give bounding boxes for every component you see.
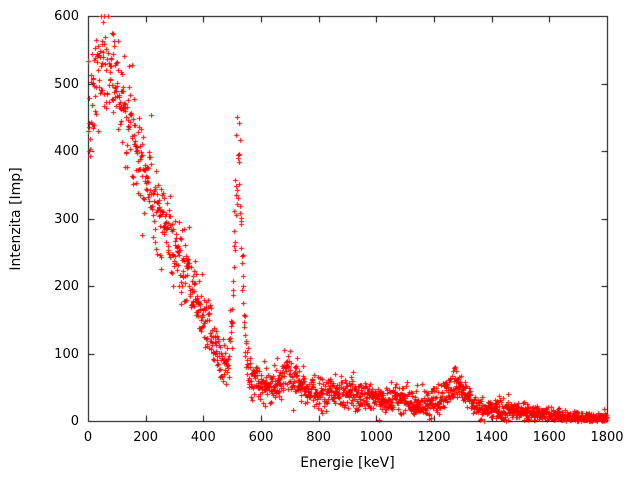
x-tick-label: 1400 [475, 430, 509, 445]
x-tick-label: 800 [306, 430, 332, 445]
y-tick-label: 100 [54, 346, 79, 362]
x-tick-label: 200 [133, 430, 159, 445]
y-tick-label: 400 [54, 144, 79, 159]
y-tick-label: 500 [54, 76, 79, 92]
y-tick-label: 600 [54, 9, 79, 24]
x-tick-label: 400 [190, 430, 216, 445]
x-tick-label: 1000 [359, 430, 393, 445]
x-tick-label: 600 [248, 430, 274, 445]
x-tick-label: 1800 [590, 430, 624, 445]
y-tick-label: 0 [70, 414, 79, 429]
x-tick-label: 1200 [417, 430, 451, 445]
y-tick-label: 200 [54, 279, 79, 294]
x-tick-label: 0 [83, 430, 93, 445]
x-axis-label: Energie [keV] [300, 455, 395, 471]
y-axis-label: Intenzita [Imp] [8, 166, 24, 271]
y-tick-label: 300 [54, 211, 79, 227]
x-tick-label: 1600 [532, 430, 566, 445]
